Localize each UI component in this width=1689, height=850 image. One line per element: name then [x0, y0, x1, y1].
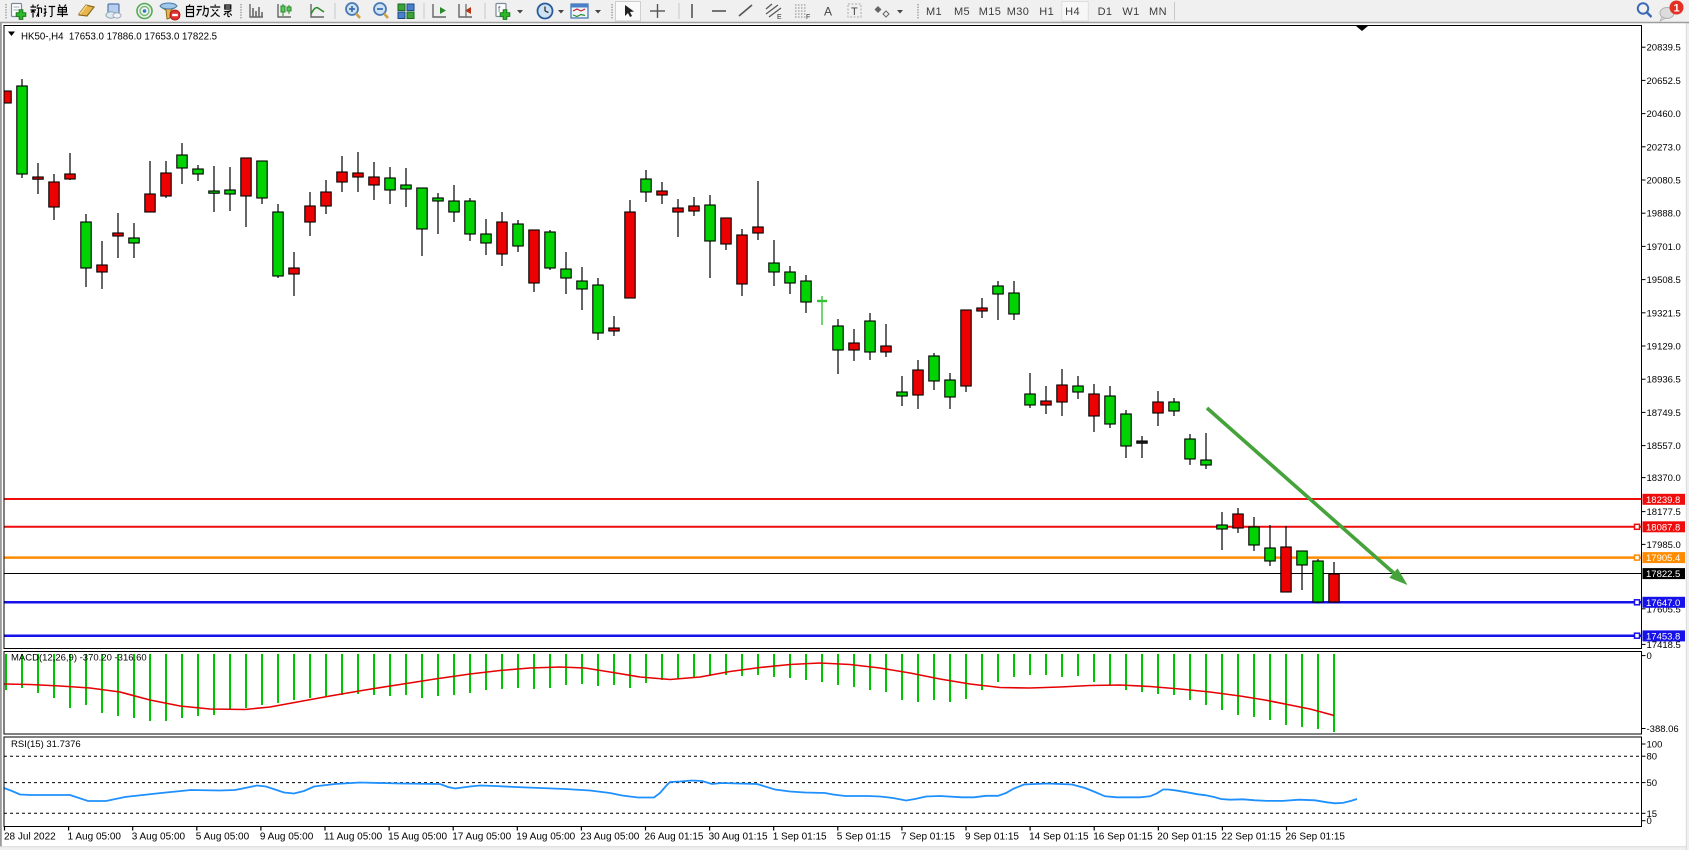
svg-text:9 Aug 05:00: 9 Aug 05:00	[260, 832, 314, 843]
svg-text:-388.06: -388.06	[1647, 724, 1679, 735]
svg-text:17905.4: 17905.4	[1646, 553, 1680, 564]
svg-text:A: A	[824, 5, 832, 19]
svg-text:1 Aug 05:00: 1 Aug 05:00	[68, 832, 122, 843]
svg-text:7 Sep 01:15: 7 Sep 01:15	[901, 832, 955, 843]
svg-text:19321.5: 19321.5	[1647, 308, 1681, 319]
svg-text:26 Aug 01:15: 26 Aug 01:15	[645, 832, 704, 843]
svg-text:E: E	[777, 14, 782, 21]
svg-text:18936.5: 18936.5	[1647, 375, 1681, 386]
svg-text:20 Sep 01:15: 20 Sep 01:15	[1157, 832, 1217, 843]
svg-text:18087.8: 18087.8	[1646, 522, 1680, 533]
svg-text:18557.0: 18557.0	[1647, 441, 1681, 452]
svg-text:5 Aug 05:00: 5 Aug 05:00	[196, 832, 250, 843]
svg-text:17647.0: 17647.0	[1646, 598, 1680, 609]
svg-text:17 Aug 05:00: 17 Aug 05:00	[452, 832, 511, 843]
svg-text:MN: MN	[1149, 6, 1167, 18]
svg-text:20839.5: 20839.5	[1647, 43, 1681, 54]
svg-text:15: 15	[1647, 809, 1658, 820]
svg-text:18370.0: 18370.0	[1647, 473, 1681, 484]
svg-text:28 Jul 2022: 28 Jul 2022	[4, 832, 56, 843]
svg-text:20652.5: 20652.5	[1647, 76, 1681, 87]
svg-text:f: f	[498, 5, 501, 14]
svg-text:18749.5: 18749.5	[1647, 408, 1681, 419]
svg-text:T: T	[851, 6, 858, 18]
svg-text:19701.0: 19701.0	[1647, 242, 1681, 253]
svg-text:16 Sep 01:15: 16 Sep 01:15	[1093, 832, 1153, 843]
svg-text:23 Aug 05:00: 23 Aug 05:00	[580, 832, 639, 843]
svg-text:11 Aug 05:00: 11 Aug 05:00	[324, 832, 383, 843]
svg-text:3 Aug 05:00: 3 Aug 05:00	[132, 832, 186, 843]
svg-text:1: 1	[1673, 3, 1679, 15]
svg-text:17605.5: 17605.5	[1647, 604, 1681, 615]
svg-text:26 Sep 01:15: 26 Sep 01:15	[1286, 832, 1346, 843]
svg-text:80: 80	[1647, 752, 1658, 763]
svg-text:5 Sep 01:15: 5 Sep 01:15	[837, 832, 891, 843]
svg-text:22 Sep 01:15: 22 Sep 01:15	[1221, 832, 1281, 843]
svg-text:D1: D1	[1098, 6, 1113, 18]
svg-text:19 Aug 05:00: 19 Aug 05:00	[516, 832, 575, 843]
svg-text:H1: H1	[1039, 6, 1054, 18]
svg-text:0: 0	[1647, 651, 1652, 662]
svg-text:17418.5: 17418.5	[1647, 640, 1681, 651]
svg-text:W1: W1	[1122, 6, 1139, 18]
svg-text:14 Sep 01:15: 14 Sep 01:15	[1029, 832, 1089, 843]
svg-text:M5: M5	[954, 6, 970, 18]
svg-text:18177.5: 18177.5	[1647, 507, 1681, 518]
svg-text:HK50-,H4 17653.0 17886.0 1765: HK50-,H4 17653.0 17886.0 17653.0 17822.5	[21, 32, 217, 43]
svg-text:17822.5: 17822.5	[1646, 569, 1680, 580]
svg-text:20460.0: 20460.0	[1647, 109, 1681, 120]
svg-text:F: F	[806, 14, 810, 21]
svg-text:9 Sep 01:15: 9 Sep 01:15	[965, 832, 1019, 843]
svg-text:M15: M15	[979, 6, 1002, 18]
svg-text:RSI(15) 31.7376: RSI(15) 31.7376	[11, 739, 81, 750]
svg-text:19129.0: 19129.0	[1647, 342, 1681, 353]
svg-text:M1: M1	[926, 6, 942, 18]
svg-text:H4: H4	[1065, 6, 1080, 18]
svg-text:19888.0: 19888.0	[1647, 209, 1681, 220]
svg-text:18239.8: 18239.8	[1646, 495, 1680, 506]
svg-text:17453.8: 17453.8	[1646, 631, 1680, 642]
svg-text:19508.5: 19508.5	[1647, 275, 1681, 286]
svg-text:1 Sep 01:15: 1 Sep 01:15	[773, 832, 827, 843]
svg-text:MACD(12,26,9) -370.20 -316.60: MACD(12,26,9) -370.20 -316.60	[11, 653, 147, 664]
svg-text:30 Aug 01:15: 30 Aug 01:15	[709, 832, 768, 843]
svg-text:20080.5: 20080.5	[1647, 176, 1681, 187]
svg-text:50: 50	[1647, 778, 1658, 789]
svg-text:15 Aug 05:00: 15 Aug 05:00	[388, 832, 447, 843]
svg-text:17985.0: 17985.0	[1647, 540, 1681, 551]
svg-text:0: 0	[1647, 816, 1652, 827]
svg-text:M30: M30	[1007, 6, 1030, 18]
svg-text:100: 100	[1647, 740, 1663, 751]
svg-text:20273.0: 20273.0	[1647, 142, 1681, 153]
